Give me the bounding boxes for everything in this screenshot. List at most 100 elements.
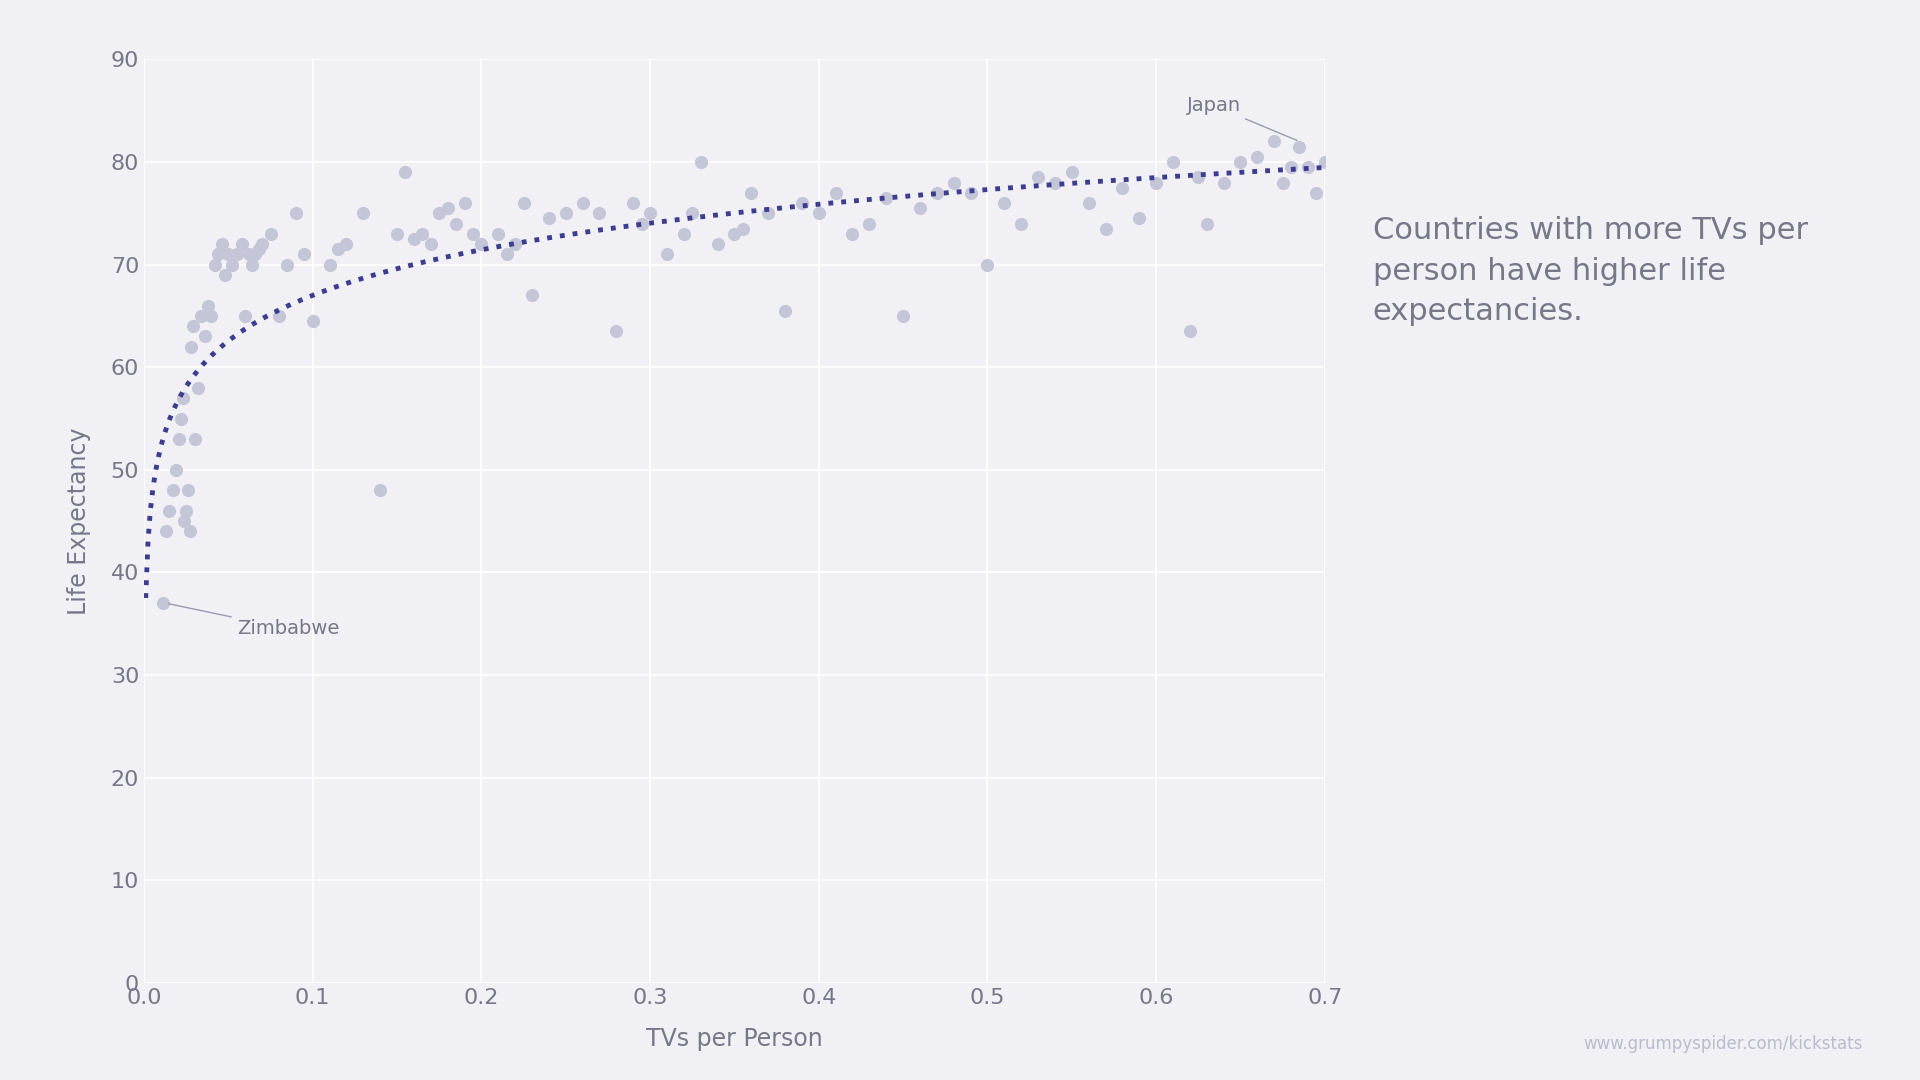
Point xyxy=(972,256,1002,273)
Point xyxy=(753,205,783,222)
Point xyxy=(209,267,240,284)
Point xyxy=(626,215,657,232)
Point xyxy=(205,235,236,253)
Point xyxy=(177,318,207,335)
Point xyxy=(173,482,204,499)
Point xyxy=(244,241,275,258)
Point xyxy=(803,205,833,222)
Point xyxy=(887,308,918,325)
Point xyxy=(820,185,851,202)
Point xyxy=(1208,174,1238,191)
Point xyxy=(1108,179,1139,197)
Point xyxy=(837,226,868,243)
Point xyxy=(442,215,472,232)
Point xyxy=(618,194,649,212)
Point xyxy=(499,235,530,253)
Point xyxy=(330,235,361,253)
Point xyxy=(196,308,227,325)
Point xyxy=(175,523,205,540)
Point xyxy=(298,312,328,329)
Point xyxy=(171,502,202,519)
Point xyxy=(221,246,252,264)
Point xyxy=(432,200,463,217)
Point xyxy=(177,338,207,355)
Point xyxy=(735,185,766,202)
Point xyxy=(315,256,346,273)
Point xyxy=(854,215,885,232)
Point xyxy=(601,323,632,340)
Point xyxy=(939,174,970,191)
Point xyxy=(213,246,244,264)
Point xyxy=(703,235,733,253)
Point xyxy=(200,256,230,273)
Point xyxy=(1309,153,1340,171)
Point xyxy=(1292,159,1323,176)
Point xyxy=(1242,148,1273,165)
Point xyxy=(1190,215,1223,232)
Point xyxy=(161,461,192,478)
Point xyxy=(217,256,248,273)
Point xyxy=(1091,220,1121,238)
Point xyxy=(407,226,438,243)
Point xyxy=(236,256,267,273)
Point xyxy=(1302,185,1332,202)
Point xyxy=(169,513,200,530)
Y-axis label: Life Expectancy: Life Expectancy xyxy=(67,428,90,615)
Point xyxy=(1183,168,1213,186)
Point xyxy=(1260,133,1290,150)
Point xyxy=(399,230,430,247)
Point xyxy=(273,256,303,273)
Point xyxy=(1140,174,1171,191)
Point xyxy=(232,246,263,264)
Point xyxy=(728,220,758,238)
Point xyxy=(872,189,902,206)
Point xyxy=(449,194,480,212)
Point xyxy=(787,194,818,212)
Point xyxy=(584,205,614,222)
Point xyxy=(516,287,547,305)
Point xyxy=(678,205,708,222)
Point xyxy=(1267,174,1298,191)
Point xyxy=(280,205,311,222)
Point xyxy=(1275,159,1306,176)
Point xyxy=(1023,168,1054,186)
Point xyxy=(467,235,497,253)
Point xyxy=(484,226,515,243)
Point xyxy=(365,482,396,499)
Point xyxy=(922,185,952,202)
Point xyxy=(989,194,1020,212)
Point xyxy=(255,226,286,243)
Text: Countries with more TVs per
person have higher life
expectancies.: Countries with more TVs per person have … xyxy=(1373,216,1809,326)
Point xyxy=(636,205,666,222)
Point xyxy=(685,153,716,171)
Point xyxy=(1158,153,1188,171)
Point xyxy=(1056,164,1087,181)
Point xyxy=(165,410,196,428)
Point xyxy=(263,308,294,325)
Point xyxy=(1073,194,1104,212)
X-axis label: TVs per Person: TVs per Person xyxy=(645,1027,824,1051)
Point xyxy=(424,205,455,222)
Point xyxy=(348,205,378,222)
Point xyxy=(246,235,278,253)
Point xyxy=(182,379,213,396)
Point xyxy=(1225,153,1256,171)
Point xyxy=(163,431,194,448)
Point xyxy=(190,328,221,346)
Point xyxy=(154,502,184,519)
Point xyxy=(157,482,188,499)
Point xyxy=(509,194,540,212)
Point xyxy=(1123,210,1154,227)
Point xyxy=(718,226,749,243)
Point xyxy=(1175,323,1206,340)
Point xyxy=(186,308,217,325)
Point xyxy=(192,297,223,314)
Point xyxy=(1284,138,1315,156)
Point xyxy=(227,235,257,253)
Point xyxy=(204,246,234,264)
Text: Zimbabwe: Zimbabwe xyxy=(169,604,340,638)
Point xyxy=(179,431,209,448)
Point xyxy=(382,226,413,243)
Point xyxy=(551,205,582,222)
Text: www.grumpyspider.com/kickstats: www.grumpyspider.com/kickstats xyxy=(1582,1035,1862,1053)
